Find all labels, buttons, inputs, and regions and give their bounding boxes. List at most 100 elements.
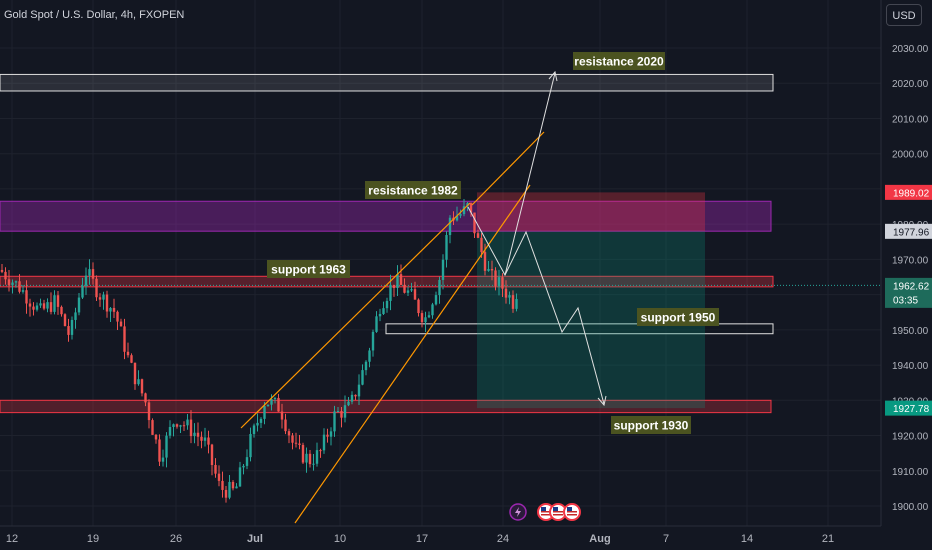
candle-body xyxy=(427,315,431,318)
candle-body xyxy=(259,418,263,423)
candle-body xyxy=(270,399,273,405)
bullish-projection-path[interactable] xyxy=(504,72,556,276)
candle-body xyxy=(217,473,221,481)
candle-body xyxy=(357,384,361,397)
symbol-title: Gold Spot / U.S. Dollar, 4h, FXOPEN xyxy=(4,9,185,21)
candle-body xyxy=(291,435,294,443)
current-price-tag: 1962.62 03:35 xyxy=(885,277,932,308)
zones-back xyxy=(0,73,881,414)
candle-body xyxy=(399,274,403,285)
candle-body xyxy=(11,282,14,286)
price-tick-label: 2030.00 xyxy=(892,44,929,55)
candle-body xyxy=(228,481,231,498)
candle-body xyxy=(424,317,427,323)
candle-body xyxy=(193,432,196,437)
flag-stripe xyxy=(541,511,551,513)
candle-body xyxy=(298,443,301,445)
candle-body xyxy=(438,279,441,296)
candle-body xyxy=(333,411,336,432)
candle-body xyxy=(448,217,452,236)
candle-body xyxy=(63,314,67,327)
stop-loss-area[interactable] xyxy=(477,192,705,232)
label-text: resistance 1982 xyxy=(368,184,458,198)
flag-canton xyxy=(553,507,558,511)
label-background xyxy=(267,260,350,278)
support-1930-zone[interactable] xyxy=(0,399,772,414)
label-text: support 1950 xyxy=(641,311,716,325)
label-resistance-1982[interactable]: resistance 1982 xyxy=(365,181,461,199)
us-flag-icon[interactable] xyxy=(549,503,567,521)
candle-body xyxy=(515,299,518,309)
price-tag-background xyxy=(885,223,932,239)
channel-upper-line[interactable] xyxy=(240,202,471,429)
candle-body xyxy=(284,419,287,432)
candle-body xyxy=(25,290,28,304)
time-tick-label: 12 xyxy=(6,533,18,545)
candle-body xyxy=(165,435,168,458)
label-support-1963[interactable]: support 1963 xyxy=(267,260,350,278)
projection-arrowhead-down xyxy=(597,395,607,407)
support-1963-zone[interactable] xyxy=(0,275,774,288)
trend-lines[interactable] xyxy=(240,70,607,524)
candle-body xyxy=(203,437,207,441)
price-tick-label: 1970.00 xyxy=(892,255,929,266)
candle-body xyxy=(350,394,354,402)
candle-body xyxy=(249,433,252,458)
time-tick-label: 7 xyxy=(663,533,669,545)
channel-lower-line[interactable] xyxy=(294,184,531,524)
candle-body xyxy=(494,270,497,287)
event-icons[interactable] xyxy=(509,503,581,521)
channel-upper-extension[interactable] xyxy=(471,131,545,206)
candle-body xyxy=(4,271,7,280)
candle-body xyxy=(469,203,473,213)
candle-body xyxy=(158,439,161,462)
price-tick-label: 2000.00 xyxy=(892,150,929,161)
candle-body xyxy=(91,269,95,279)
label-resistance-2020[interactable]: resistance 2020 xyxy=(573,52,665,70)
candle-body xyxy=(263,406,266,419)
lightning-icon[interactable] xyxy=(509,503,527,521)
candle-body xyxy=(224,489,228,498)
us-flag-icon[interactable] xyxy=(563,503,581,521)
stop-price-tag: 1989.02 xyxy=(885,184,932,200)
candle-body xyxy=(375,316,378,332)
candle-body xyxy=(161,457,165,462)
label-support-1950[interactable]: support 1950 xyxy=(637,308,719,326)
annotation-labels: resistance 2020 resistance 1982 support 19… xyxy=(267,52,719,434)
target-price-tag: 1927.78 xyxy=(885,400,932,416)
bearish-projection-path[interactable] xyxy=(467,206,605,405)
candle-body xyxy=(431,304,434,316)
candles xyxy=(0,198,518,503)
candle-body xyxy=(266,404,270,407)
candle-body xyxy=(294,442,298,444)
price-axis[interactable]: 1900.001910.001920.001930.001940.001950.… xyxy=(880,0,932,550)
candle-body xyxy=(21,290,25,292)
candle-body xyxy=(210,444,214,466)
resistance-1982-zone[interactable] xyxy=(0,200,772,232)
candle-body xyxy=(476,233,480,238)
candle-body xyxy=(88,269,91,276)
price-tick-label: 2010.00 xyxy=(892,114,929,125)
time-axis-background xyxy=(0,526,881,550)
time-axis[interactable]: 12 19 26 Jul 10 17 24 Aug 7 14 21 xyxy=(0,525,881,550)
candle-body xyxy=(182,425,186,427)
candle-body xyxy=(42,303,46,309)
flag-stripe xyxy=(567,511,577,513)
candle-body xyxy=(133,362,137,385)
currency-button[interactable]: USD xyxy=(886,4,922,26)
candle-body xyxy=(368,350,371,362)
candle-body xyxy=(329,431,333,437)
candle-body xyxy=(18,281,21,292)
candle-body xyxy=(81,285,84,298)
candle-body xyxy=(385,300,389,309)
resistance-2020-zone[interactable] xyxy=(0,73,774,92)
label-support-1930[interactable]: support 1930 xyxy=(611,416,691,434)
support-1950-zone[interactable] xyxy=(385,323,774,335)
candle-body xyxy=(420,313,424,323)
candle-body xyxy=(280,411,284,420)
candle-body xyxy=(504,288,508,298)
short-position-tool[interactable] xyxy=(477,192,705,409)
candle-body xyxy=(410,289,413,291)
